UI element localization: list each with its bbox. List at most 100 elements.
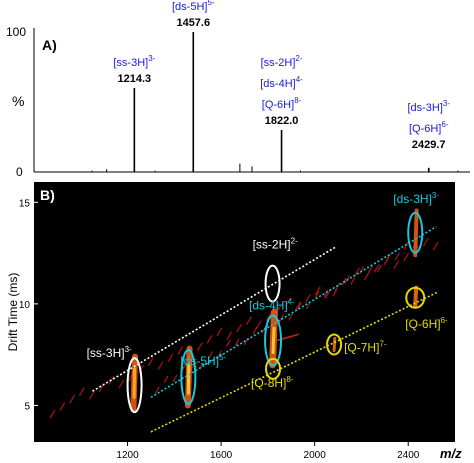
intensity-streak <box>354 267 360 277</box>
ion-ellipse <box>326 333 343 356</box>
intensity-streak <box>197 342 203 352</box>
peak-ion-label: [Q-6H]8- <box>262 96 302 111</box>
panel-b-y-ticks: 5 10 15 <box>19 198 38 412</box>
y-tick-label: 15 <box>19 198 31 209</box>
peak-ion-label: [Q-6H]6- <box>409 120 449 135</box>
intensity-streak <box>315 290 320 298</box>
panel-b-ellipses <box>126 211 426 414</box>
intensity-streak <box>393 260 400 270</box>
peak-mass-label: 1457.6 <box>176 17 210 29</box>
panel-a-y-top: 100 <box>6 25 26 39</box>
intensity-streak <box>236 323 242 333</box>
intensity-streak <box>279 314 284 322</box>
panel-a-label: A) <box>42 37 57 53</box>
panel-b-plot-area <box>34 182 455 442</box>
peak-mass-label: 1214.3 <box>118 73 152 85</box>
intensity-streak <box>59 402 66 411</box>
intensity-streak <box>163 375 169 383</box>
intensity-streak <box>350 277 356 285</box>
intensity-streak <box>118 379 125 389</box>
peak-ion-label: [ds-3H]3- <box>407 99 450 114</box>
peak-ion-label: [ds-5H]5- <box>172 0 215 13</box>
ion-ellipse <box>405 286 426 309</box>
intensity-streak <box>226 339 231 347</box>
intensity-streak <box>364 271 370 281</box>
intensity-streak <box>246 316 252 325</box>
panel-b-label: B) <box>40 187 55 203</box>
panel-b-y-axis-title: Drift Time (ms) <box>6 273 20 352</box>
intensity-streak <box>368 265 373 273</box>
intensity-streak <box>181 363 187 372</box>
intensity-streak <box>98 383 105 393</box>
intensity-streak <box>88 391 95 400</box>
trend-line-white <box>92 246 337 392</box>
ion-ellipse <box>180 349 197 405</box>
intensity-streak <box>297 302 302 310</box>
y-tick-label: 5 <box>24 401 30 412</box>
ion-ellipse <box>264 314 283 367</box>
intensity-streak <box>265 312 272 322</box>
trend-line-yellow <box>150 290 439 433</box>
ion-ellipse <box>126 357 143 414</box>
intensity-streak <box>271 326 276 355</box>
intensity-streak <box>49 409 56 419</box>
intensity-streak <box>255 320 262 329</box>
ion-annotation: [ss-2H]2- <box>253 237 298 252</box>
intensity-streak <box>394 252 400 261</box>
intensity-streak <box>413 208 419 258</box>
panel-a-peak-labels: 1214.3 [ss-3H]3- 1457.6 [ds-5H]5- 1822.0 [Q-6… <box>113 0 450 151</box>
intensity-streak <box>288 313 293 321</box>
panel-a-peaks <box>91 32 459 172</box>
intensity-streak <box>295 301 301 311</box>
panel-b-x-axis-title: m/z <box>440 446 462 461</box>
panel-a-y-zero: 0 <box>16 165 23 179</box>
panel-b: [ss-3H]3- [ss-2H]2- [ds-5H]5- [ds-4H]4- [ds-… <box>6 182 462 461</box>
panel-b-x-ticks: 1200 1600 2000 2400 <box>116 442 420 461</box>
intensity-streak <box>403 253 409 262</box>
ion-ellipse <box>264 264 281 303</box>
intensity-streak <box>422 237 429 247</box>
intensity-streak <box>69 394 75 404</box>
intensity-streak <box>373 264 380 273</box>
peak-ion-label: [ss-3H]3- <box>113 54 155 69</box>
intensity-streak <box>79 387 85 396</box>
intensity-streak <box>147 357 154 366</box>
intensity-streak <box>208 351 213 359</box>
intensity-streak <box>217 350 222 358</box>
x-tick-label: 2400 <box>397 450 420 461</box>
intensity-streak <box>285 297 292 307</box>
intensity-streak <box>177 346 183 355</box>
x-tick-label: 2000 <box>304 450 327 461</box>
ion-ellipse <box>265 357 282 380</box>
intensity-streak <box>413 285 419 308</box>
peak-ion-label: [ss-2H]2- <box>261 54 303 69</box>
intensity-streak <box>432 241 439 251</box>
ion-ellipse <box>407 211 424 254</box>
intensity-streak <box>332 289 338 297</box>
intensity-streak <box>216 327 223 337</box>
peak-mass-label: 2429.7 <box>412 139 446 151</box>
intensity-streak <box>226 331 233 340</box>
trend-line-cyan <box>150 226 437 398</box>
x-tick-label: 1600 <box>210 450 233 461</box>
ion-annotation: [ds-5H]5- <box>180 353 226 368</box>
intensity-streak <box>261 326 267 334</box>
panel-b-annotations: [ss-3H]3- [ss-2H]2- [ds-5H]5- [ds-4H]4- [ds-… <box>87 191 448 390</box>
y-tick-label: 10 <box>19 300 31 311</box>
panel-b-trend-lines <box>92 226 439 433</box>
intensity-streak <box>155 386 160 394</box>
ion-annotation: [Q-6H]6- <box>405 316 448 331</box>
intensity-streak <box>332 336 337 353</box>
intensity-streak <box>252 326 258 335</box>
panel-a-y-unit: % <box>12 93 24 109</box>
ion-annotation: [ss-3H]3- <box>87 345 132 360</box>
ion-annotation: [ds-4H]4- <box>249 297 295 312</box>
intensity-streak <box>324 290 331 299</box>
ion-annotation: [Q-8H]8- <box>251 375 294 390</box>
intensity-streak <box>377 264 382 272</box>
intensity-streak <box>206 335 213 344</box>
intensity-streak <box>334 282 341 292</box>
intensity-streak <box>172 374 178 383</box>
ion-annotation: [Q-7H]7- <box>344 340 387 355</box>
